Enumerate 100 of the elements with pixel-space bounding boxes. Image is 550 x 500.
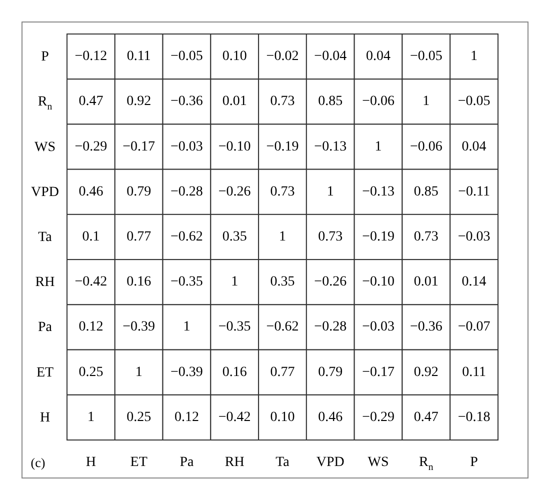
data-label: −0.29 bbox=[362, 410, 394, 425]
data-label: −0.36 bbox=[170, 94, 203, 110]
data-label: −0.35 bbox=[218, 320, 251, 335]
data-label: −0.05 bbox=[170, 49, 203, 64]
data-label: −0.42 bbox=[218, 410, 251, 425]
data-label: 0.77 bbox=[270, 364, 295, 380]
data-label: 1 bbox=[422, 94, 430, 110]
data-label: 0.25 bbox=[126, 410, 152, 425]
data-label: −0.13 bbox=[314, 139, 347, 154]
data-label: −0.03 bbox=[170, 139, 203, 154]
data-label: 0.47 bbox=[414, 410, 438, 425]
data-label: −0.19 bbox=[266, 139, 299, 154]
data-label: 1 bbox=[279, 230, 286, 244]
x-tick-label: H bbox=[86, 454, 96, 470]
data-label: 0.04 bbox=[462, 139, 486, 154]
data-label: 1 bbox=[374, 139, 382, 154]
y-tick-label: ET bbox=[36, 364, 54, 380]
data-label: 1 bbox=[326, 184, 334, 200]
data-label: −0.19 bbox=[362, 230, 394, 244]
x-tick-label: Ta bbox=[276, 454, 290, 470]
data-label: −0.17 bbox=[122, 139, 156, 154]
data-label: 1 bbox=[183, 320, 190, 335]
y-tick-label: R$_{n}$ bbox=[38, 94, 52, 113]
data-label: 0.73 bbox=[318, 230, 343, 244]
data-label: −0.04 bbox=[314, 49, 347, 64]
x-tick-label: Pa bbox=[180, 454, 195, 470]
data-label: 0.12 bbox=[78, 320, 104, 335]
data-label: −0.39 bbox=[170, 364, 203, 380]
data-label: −0.17 bbox=[362, 364, 394, 380]
data-label: 0.46 bbox=[78, 184, 104, 200]
data-label: −0.03 bbox=[458, 230, 490, 244]
x-tick-label: VPD bbox=[316, 454, 344, 470]
data-label: 0.25 bbox=[78, 364, 104, 380]
data-label: 0.79 bbox=[318, 364, 343, 380]
data-label: −0.11 bbox=[458, 184, 490, 200]
data-label: 0.12 bbox=[174, 410, 199, 425]
y-tick-label: Pa bbox=[38, 320, 53, 335]
x-tick-label: ET bbox=[130, 454, 148, 470]
x-tick-label: WS bbox=[368, 454, 389, 470]
data-label: 1 bbox=[470, 49, 478, 64]
x-tick-label: P bbox=[470, 454, 478, 470]
text: (c) bbox=[30, 454, 46, 470]
data-label: 0.35 bbox=[222, 230, 247, 244]
data-label: 1 bbox=[135, 364, 142, 380]
data-label: 0.11 bbox=[462, 364, 486, 380]
data-label: 0.10 bbox=[222, 49, 247, 64]
data-label: −0.05 bbox=[410, 49, 442, 64]
data-label: −0.06 bbox=[410, 139, 442, 154]
data-label: 0.01 bbox=[222, 94, 247, 110]
y-tick-label: P bbox=[41, 49, 50, 64]
data-label: 0.92 bbox=[126, 94, 152, 110]
data-label: 0.10 bbox=[270, 410, 295, 425]
data-label: −0.29 bbox=[74, 139, 108, 154]
x-tick-label: R$_{n}$ bbox=[419, 454, 434, 473]
data-label: 0.1 bbox=[82, 230, 100, 244]
x-tick-label: RH bbox=[224, 454, 244, 470]
data-label: −0.35 bbox=[170, 274, 203, 290]
data-label: 0.46 bbox=[318, 410, 343, 425]
data-label: −0.10 bbox=[362, 274, 394, 290]
data-label: 0.79 bbox=[126, 184, 152, 200]
data-label: −0.13 bbox=[362, 184, 394, 200]
data-label: 0.11 bbox=[126, 49, 151, 64]
data-label: −0.02 bbox=[266, 49, 299, 64]
data-label: 0.01 bbox=[414, 274, 438, 290]
data-label: 0.73 bbox=[270, 184, 295, 200]
data-label: 0.04 bbox=[366, 49, 391, 64]
data-label: 0.85 bbox=[414, 184, 438, 200]
y-tick-label: RH bbox=[35, 274, 55, 290]
data-label: −0.18 bbox=[458, 410, 490, 425]
data-label: −0.42 bbox=[74, 274, 108, 290]
data-label: −0.12 bbox=[74, 49, 108, 64]
data-label: 1 bbox=[87, 410, 94, 425]
data-label: 1 bbox=[231, 274, 238, 290]
data-label: 0.73 bbox=[270, 94, 295, 110]
data-label: −0.39 bbox=[122, 320, 156, 335]
data-label: 0.16 bbox=[126, 274, 152, 290]
y-tick-label: H bbox=[40, 410, 50, 425]
data-label: −0.28 bbox=[314, 320, 347, 335]
data-label: 0.73 bbox=[414, 230, 438, 244]
data-label: 0.14 bbox=[462, 274, 486, 290]
y-tick-label: WS bbox=[34, 139, 56, 154]
data-label: 0.77 bbox=[126, 230, 152, 244]
data-label: 0.35 bbox=[270, 274, 295, 290]
data-label: −0.36 bbox=[410, 320, 442, 335]
y-tick-label: VPD bbox=[30, 184, 60, 200]
data-label: 0.85 bbox=[318, 94, 343, 110]
data-label: 0.92 bbox=[414, 364, 438, 380]
data-label: −0.07 bbox=[458, 320, 490, 335]
data-label: −0.06 bbox=[362, 94, 394, 110]
data-label: −0.03 bbox=[362, 320, 394, 335]
data-label: −0.26 bbox=[314, 274, 347, 290]
data-label: −0.10 bbox=[218, 139, 251, 154]
data-label: −0.62 bbox=[170, 230, 203, 244]
data-label: −0.28 bbox=[170, 184, 203, 200]
y-tick-label: Ta bbox=[38, 230, 53, 244]
data-label: −0.62 bbox=[266, 320, 299, 335]
data-label: −0.26 bbox=[218, 184, 251, 200]
data-label: 0.16 bbox=[222, 364, 247, 380]
data-label: 0.47 bbox=[78, 94, 104, 110]
data-label: −0.05 bbox=[458, 94, 490, 110]
